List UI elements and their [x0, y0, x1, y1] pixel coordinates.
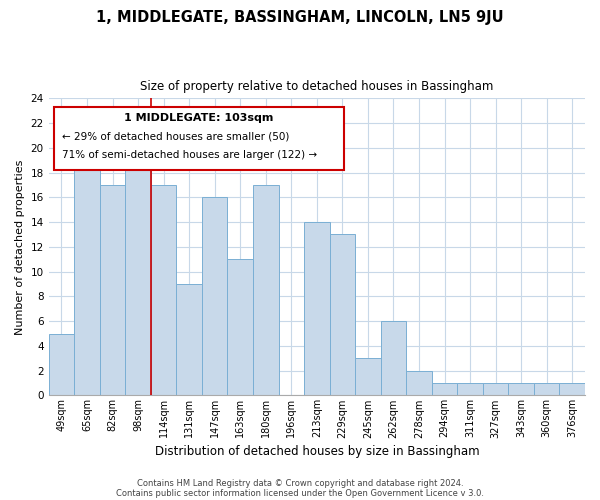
Bar	[125, 160, 151, 396]
Title: Size of property relative to detached houses in Bassingham: Size of property relative to detached ho…	[140, 80, 494, 93]
Text: 71% of semi-detached houses are larger (122) →: 71% of semi-detached houses are larger (…	[62, 150, 317, 160]
Bar	[329, 234, 355, 396]
Bar	[253, 185, 278, 396]
X-axis label: Distribution of detached houses by size in Bassingham: Distribution of detached houses by size …	[155, 444, 479, 458]
Bar	[304, 222, 329, 396]
Bar	[151, 185, 176, 396]
Bar	[534, 383, 559, 396]
Text: 1, MIDDLEGATE, BASSINGHAM, LINCOLN, LN5 9JU: 1, MIDDLEGATE, BASSINGHAM, LINCOLN, LN5 …	[96, 10, 504, 25]
Bar	[380, 321, 406, 396]
Bar	[49, 334, 74, 396]
Bar	[432, 383, 457, 396]
Text: ← 29% of detached houses are smaller (50): ← 29% of detached houses are smaller (50…	[62, 131, 289, 141]
Bar	[406, 370, 432, 396]
Bar	[202, 198, 227, 396]
Bar	[559, 383, 585, 396]
FancyBboxPatch shape	[54, 107, 344, 170]
Bar	[176, 284, 202, 396]
Bar	[508, 383, 534, 396]
Bar	[74, 148, 100, 396]
Y-axis label: Number of detached properties: Number of detached properties	[15, 159, 25, 334]
Text: 1 MIDDLEGATE: 103sqm: 1 MIDDLEGATE: 103sqm	[124, 113, 274, 123]
Bar	[483, 383, 508, 396]
Bar	[227, 259, 253, 396]
Bar	[100, 185, 125, 396]
Text: Contains public sector information licensed under the Open Government Licence v : Contains public sector information licen…	[116, 488, 484, 498]
Bar	[355, 358, 380, 396]
Text: Contains HM Land Registry data © Crown copyright and database right 2024.: Contains HM Land Registry data © Crown c…	[137, 478, 463, 488]
Bar	[457, 383, 483, 396]
